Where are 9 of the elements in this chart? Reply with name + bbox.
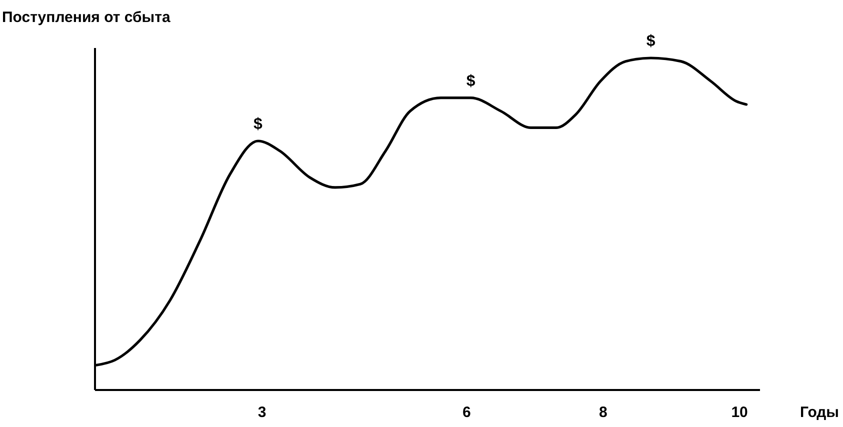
x-tick-label: 8 [598,404,608,421]
y-axis-title: Поступления от сбыта [2,9,171,26]
x-tick-label: 10 [731,404,748,421]
x-tick-label: 6 [462,404,471,421]
x-axis-title: Годы [800,404,839,421]
annotation: $ [466,72,476,90]
annotation: $ [254,116,263,133]
annotation: $ [646,33,656,50]
x-tick-label: 3 [258,404,266,421]
